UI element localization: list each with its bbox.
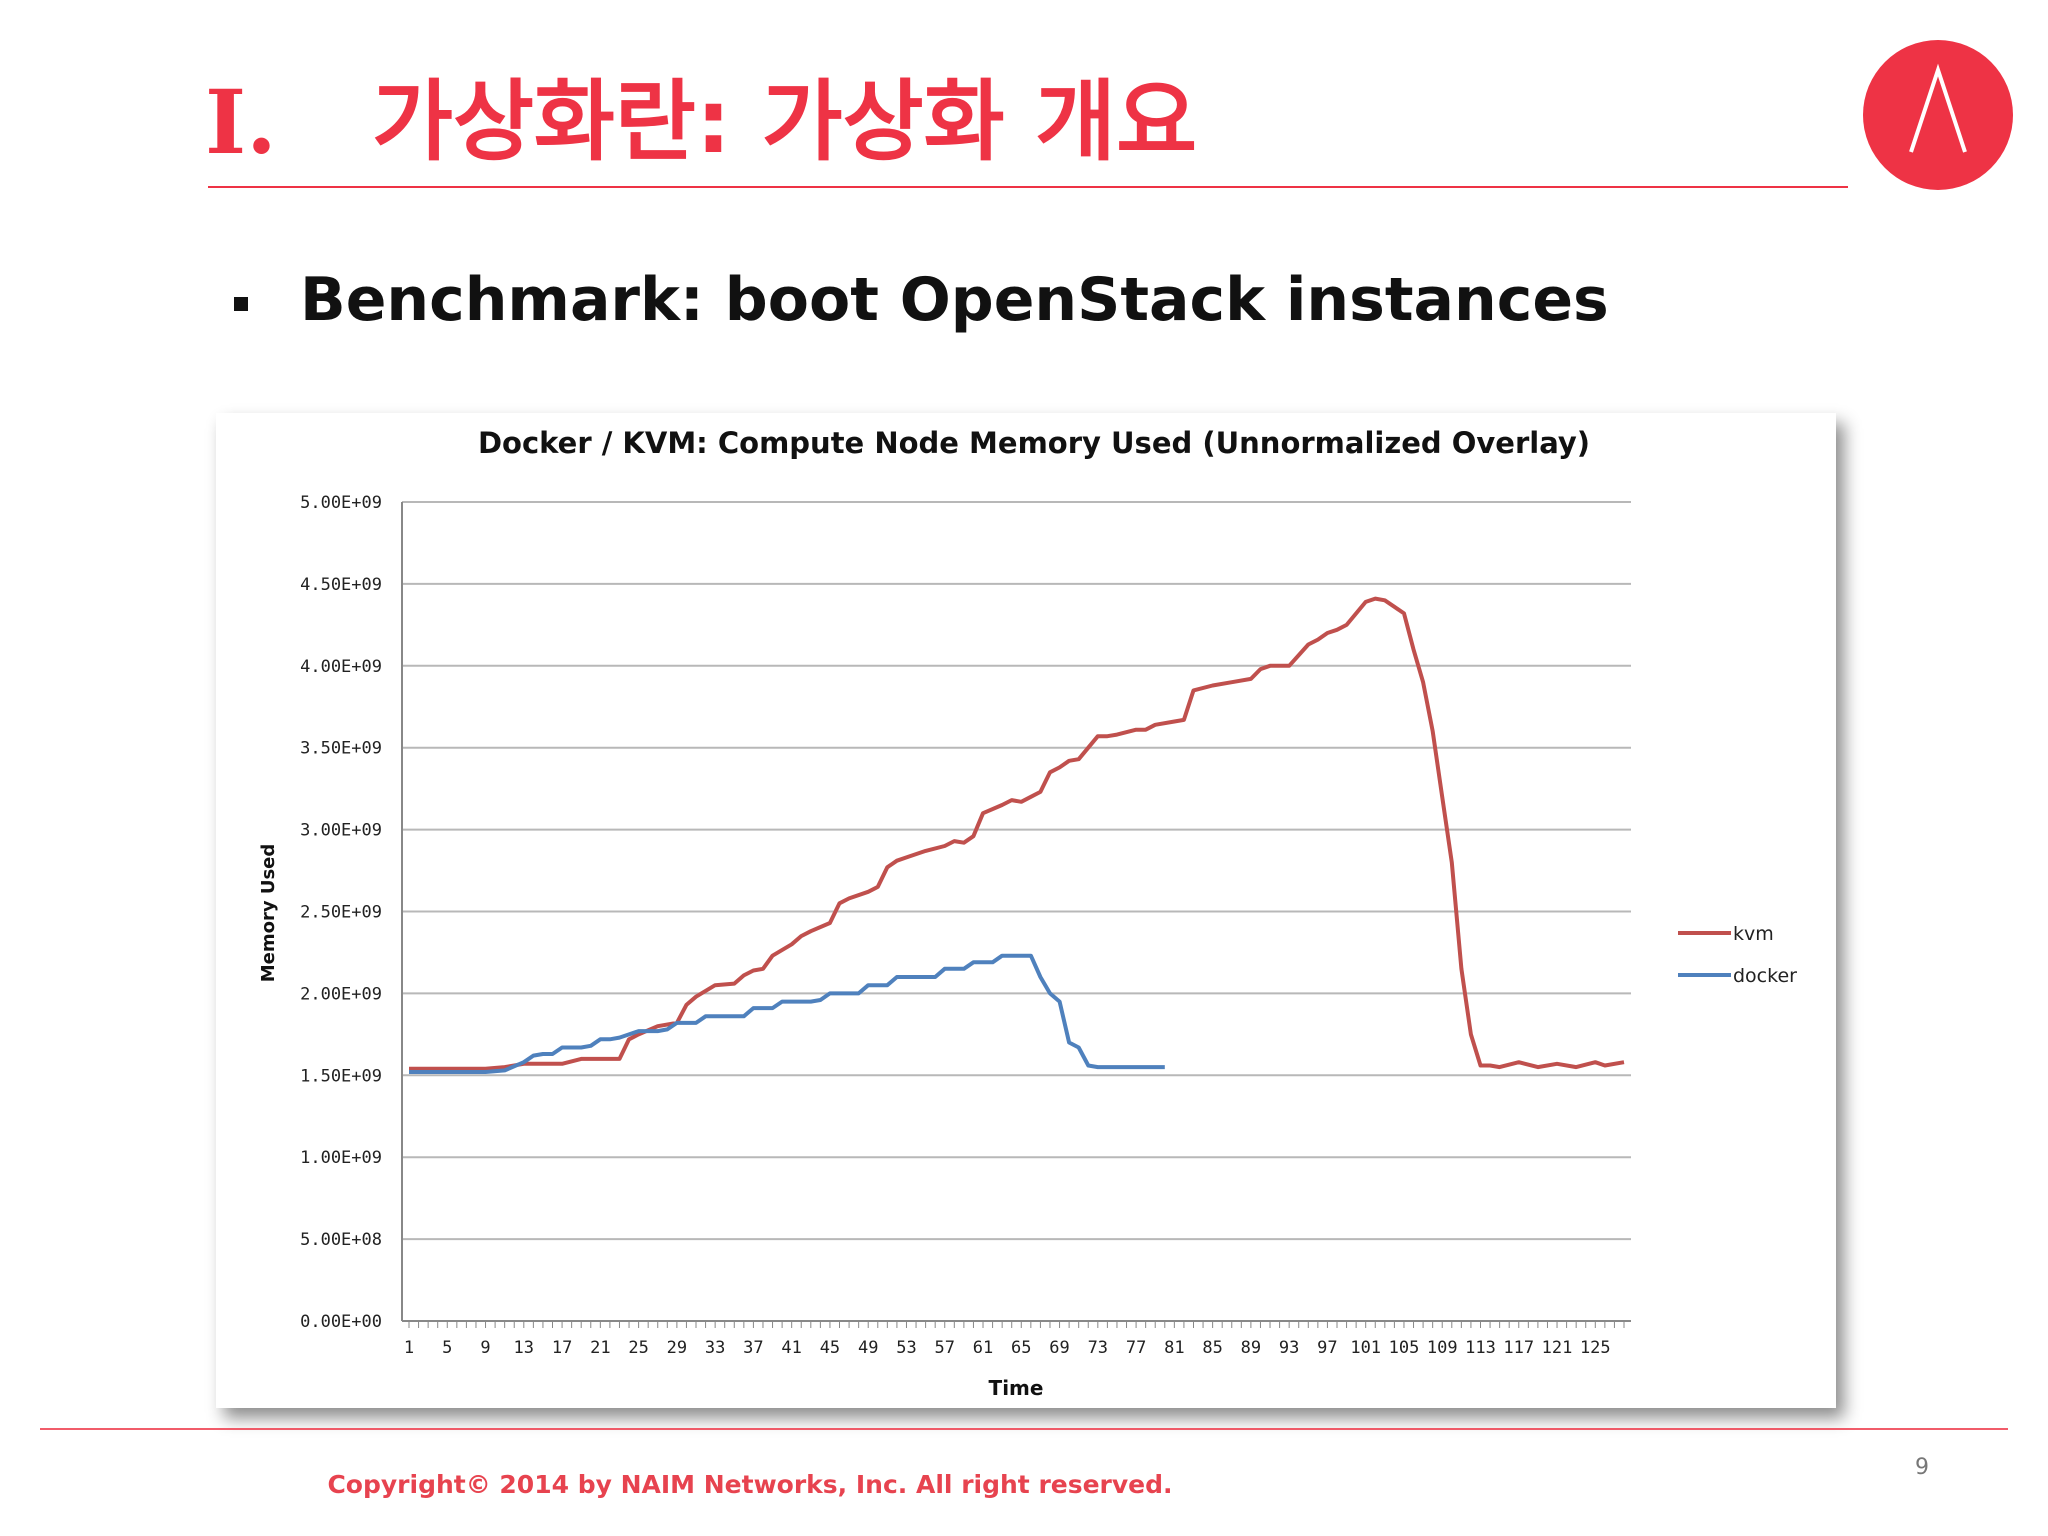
x-tick-label: 97 xyxy=(1317,1338,1337,1358)
x-tick-label: 25 xyxy=(628,1338,648,1358)
y-tick-label: 3.00E+09 xyxy=(300,821,382,841)
copyright-text: Copyright© 2014 by NAIM Networks, Inc. A… xyxy=(327,1470,1173,1499)
series-line-docker xyxy=(409,953,1165,1074)
series-lines xyxy=(409,596,1625,1074)
x-tick-label: 21 xyxy=(590,1338,610,1358)
x-tick-label: 85 xyxy=(1202,1338,1222,1358)
x-tick-label: 69 xyxy=(1049,1338,1069,1358)
x-tick-label: 53 xyxy=(896,1338,916,1358)
x-tick-label: 101 xyxy=(1350,1338,1381,1358)
chart-title: Docker / KVM: Compute Node Memory Used (… xyxy=(478,426,1590,460)
x-tick-label: 65 xyxy=(1011,1338,1031,1358)
y-tick-label: 2.50E+09 xyxy=(300,903,382,923)
x-tick-label: 125 xyxy=(1580,1338,1611,1358)
x-tick-label: 105 xyxy=(1389,1338,1420,1358)
y-tick-label: 5.00E+08 xyxy=(300,1230,382,1250)
x-tick-label: 13 xyxy=(514,1338,534,1358)
legend: kvm docker xyxy=(1678,923,1797,987)
legend-label-kvm: kvm xyxy=(1733,923,1774,945)
footer-divider xyxy=(40,1428,2008,1430)
logo-lambda-icon xyxy=(1909,63,1967,153)
y-tick-label: 2.00E+09 xyxy=(300,984,382,1004)
x-tick-label: 17 xyxy=(552,1338,572,1358)
axes: 0.00E+00 5.00E+08 1.00E+09 1.50E+09 2.00E+09… xyxy=(300,493,1631,1358)
x-tick-label: 109 xyxy=(1427,1338,1458,1358)
legend-label-docker: docker xyxy=(1733,965,1797,987)
slide-title: 가상화란: 가상화 개요 xyxy=(372,70,1198,173)
x-tick-label: 33 xyxy=(705,1338,725,1358)
x-tick-label: 93 xyxy=(1279,1338,1299,1358)
x-tick-label: 73 xyxy=(1088,1338,1108,1358)
x-tick-label: 45 xyxy=(820,1338,840,1358)
x-tick-label: 117 xyxy=(1503,1338,1534,1358)
series-line-kvm xyxy=(409,596,1625,1071)
y-tick-label: 4.50E+09 xyxy=(300,575,382,595)
chart-panel: Docker / KVM: Compute Node Memory Used (… xyxy=(216,413,1836,1408)
x-tick-label: 57 xyxy=(935,1338,955,1358)
x-tick-label: 81 xyxy=(1164,1338,1184,1358)
y-tick-label: 1.00E+09 xyxy=(300,1148,382,1168)
memory-chart: Docker / KVM: Compute Node Memory Used (… xyxy=(258,426,1797,1400)
gridlines xyxy=(402,501,1631,1241)
x-tick-label: 89 xyxy=(1241,1338,1261,1358)
x-tick-label: 49 xyxy=(858,1338,878,1358)
y-tick-label: 1.50E+09 xyxy=(300,1066,382,1086)
x-axis-label: Time xyxy=(989,1376,1044,1400)
bullet-text: Benchmark: boot OpenStack instances xyxy=(300,265,1609,335)
x-tick-label: 121 xyxy=(1542,1338,1573,1358)
y-tick-label: 0.00E+00 xyxy=(300,1312,382,1332)
x-tick-label: 61 xyxy=(973,1338,993,1358)
x-tick-label: 9 xyxy=(480,1338,490,1358)
x-tick-label: 5 xyxy=(442,1338,452,1358)
x-tick-label: 1 xyxy=(404,1338,414,1358)
y-tick-label: 5.00E+09 xyxy=(300,493,382,513)
x-tick-label: 41 xyxy=(781,1338,801,1358)
title-divider xyxy=(208,186,1848,188)
section-number: I. xyxy=(205,70,277,174)
x-tick-label: 77 xyxy=(1126,1338,1146,1358)
x-tick-label: 29 xyxy=(667,1338,687,1358)
bullet-icon xyxy=(234,297,248,311)
page-number: 9 xyxy=(1915,1455,1929,1480)
x-tick-label: 37 xyxy=(743,1338,763,1358)
y-tick-label: 4.00E+09 xyxy=(300,657,382,677)
x-tick-label: 113 xyxy=(1465,1338,1496,1358)
y-tick-label: 3.50E+09 xyxy=(300,739,382,759)
y-axis-label: Memory Used xyxy=(258,844,279,983)
logo-icon xyxy=(1863,40,2013,190)
